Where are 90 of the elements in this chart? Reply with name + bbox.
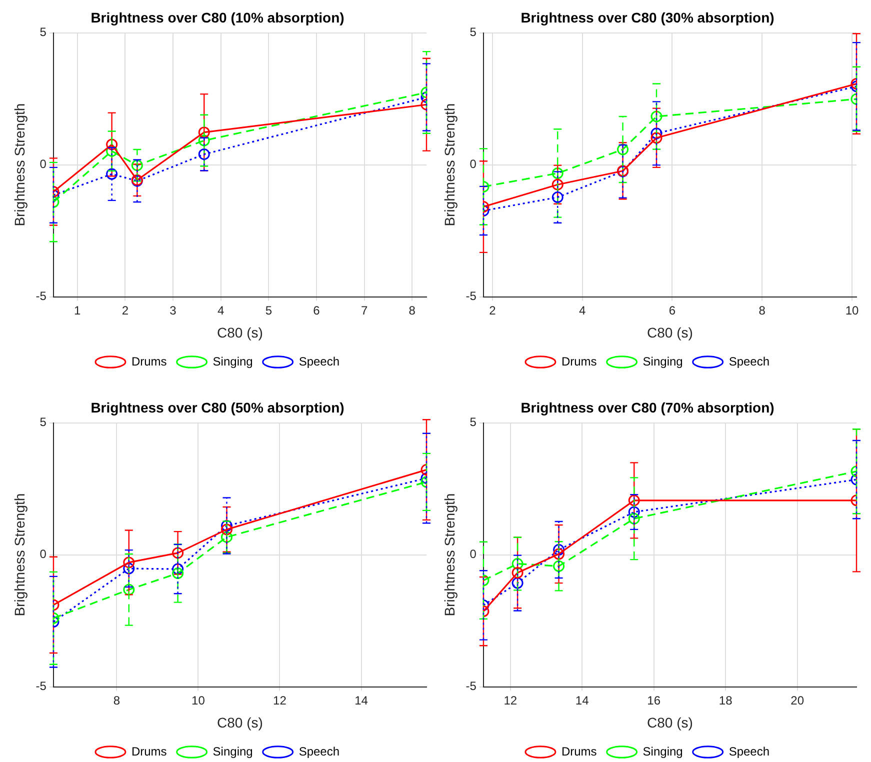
x-tick-label: 6 bbox=[313, 303, 320, 318]
x-tick-label: 8 bbox=[408, 303, 416, 318]
x-tick-label: 6 bbox=[668, 303, 676, 318]
point bbox=[650, 110, 662, 122]
x-tick-label: 2 bbox=[489, 303, 496, 318]
x-tick-label: 10 bbox=[192, 693, 206, 708]
legend-label: Singing bbox=[642, 354, 683, 368]
y-tick-label: -5 bbox=[466, 679, 477, 694]
x-axis-title: C80 (s) bbox=[217, 714, 263, 730]
point bbox=[628, 506, 640, 518]
point bbox=[650, 128, 662, 140]
y-tick-label: 5 bbox=[40, 25, 47, 40]
point bbox=[553, 544, 565, 556]
point bbox=[553, 548, 565, 560]
legend-label: Singing bbox=[212, 744, 253, 758]
chart-title: Brightness over C80 (50% absorption) bbox=[90, 399, 344, 416]
point bbox=[131, 160, 143, 172]
legend-label: Speech bbox=[728, 744, 770, 758]
point bbox=[220, 524, 232, 536]
x-tick-label: 18 bbox=[718, 693, 733, 708]
y-tick-label: 5 bbox=[470, 25, 477, 40]
point bbox=[123, 584, 135, 596]
point bbox=[628, 494, 640, 506]
point bbox=[512, 567, 524, 578]
legend-label: Speech bbox=[298, 744, 340, 758]
point bbox=[172, 547, 184, 559]
legend-label: Drums bbox=[561, 744, 597, 758]
x-tick-label: 8 bbox=[758, 303, 766, 318]
y-axis-title: Brightness Strength bbox=[441, 493, 458, 616]
y-axis-title: Brightness Strength bbox=[11, 493, 28, 616]
point bbox=[512, 577, 524, 589]
x-tick-label: 3 bbox=[170, 303, 177, 318]
x-tick-label: 14 bbox=[354, 693, 368, 708]
point bbox=[172, 568, 184, 580]
point bbox=[198, 148, 210, 160]
point bbox=[198, 134, 210, 146]
y-tick-label: 0 bbox=[470, 547, 477, 562]
chart-title: Brightness over C80 (30% absorption) bbox=[520, 9, 774, 26]
point bbox=[628, 512, 640, 524]
x-tick-label: 4 bbox=[218, 303, 225, 318]
y-axis-title: Brightness Strength bbox=[441, 103, 458, 226]
x-axis-title: C80 (s) bbox=[647, 714, 693, 730]
x-tick-label: 12 bbox=[504, 693, 518, 708]
x-tick-label: 4 bbox=[579, 303, 586, 318]
point bbox=[552, 192, 564, 204]
y-tick-label: 0 bbox=[40, 547, 47, 562]
point bbox=[106, 138, 118, 150]
x-tick-label: 14 bbox=[575, 693, 590, 708]
x-tick-label: 5 bbox=[265, 303, 272, 318]
x-tick-label: 8 bbox=[113, 693, 120, 708]
y-tick-label: 5 bbox=[470, 415, 477, 430]
point bbox=[198, 126, 210, 138]
chart-title: Brightness over C80 (70% absorption) bbox=[520, 399, 774, 416]
x-tick-label: 20 bbox=[790, 693, 804, 708]
point bbox=[220, 520, 232, 532]
point bbox=[650, 132, 662, 144]
point bbox=[512, 558, 524, 570]
point bbox=[106, 145, 118, 157]
x-tick-label: 16 bbox=[647, 693, 661, 708]
y-tick-label: 0 bbox=[470, 157, 477, 172]
y-tick-label: 5 bbox=[40, 415, 47, 430]
point bbox=[552, 178, 564, 190]
x-axis-title: C80 (s) bbox=[217, 324, 263, 340]
y-tick-label: 0 bbox=[40, 157, 47, 172]
x-tick-label: 7 bbox=[360, 303, 368, 318]
x-tick-label: 2 bbox=[122, 303, 129, 318]
point bbox=[617, 144, 629, 156]
point bbox=[123, 556, 135, 568]
legend-label: Drums bbox=[131, 744, 167, 758]
point bbox=[220, 531, 232, 543]
legend-label: Speech bbox=[728, 354, 770, 368]
x-tick-label: 10 bbox=[845, 303, 859, 318]
point bbox=[553, 560, 565, 572]
point bbox=[123, 562, 135, 574]
x-tick-label: 1 bbox=[74, 303, 82, 318]
y-tick-label: -5 bbox=[36, 679, 47, 694]
y-tick-label: -5 bbox=[36, 289, 47, 304]
y-tick-label: -5 bbox=[466, 289, 477, 304]
x-axis-title: C80 (s) bbox=[647, 324, 693, 340]
legend-label: Drums bbox=[131, 354, 167, 368]
y-axis-title: Brightness Strength bbox=[11, 103, 28, 226]
point bbox=[172, 563, 184, 575]
point bbox=[552, 168, 564, 179]
x-tick-label: 12 bbox=[273, 693, 287, 708]
legend-label: Speech bbox=[298, 354, 340, 368]
point bbox=[106, 168, 118, 180]
legend-label: Singing bbox=[642, 744, 683, 758]
legend-label: Drums bbox=[561, 354, 597, 368]
legend-label: Singing bbox=[212, 354, 253, 368]
chart-title: Brightness over C80 (10% absorption) bbox=[90, 9, 344, 26]
